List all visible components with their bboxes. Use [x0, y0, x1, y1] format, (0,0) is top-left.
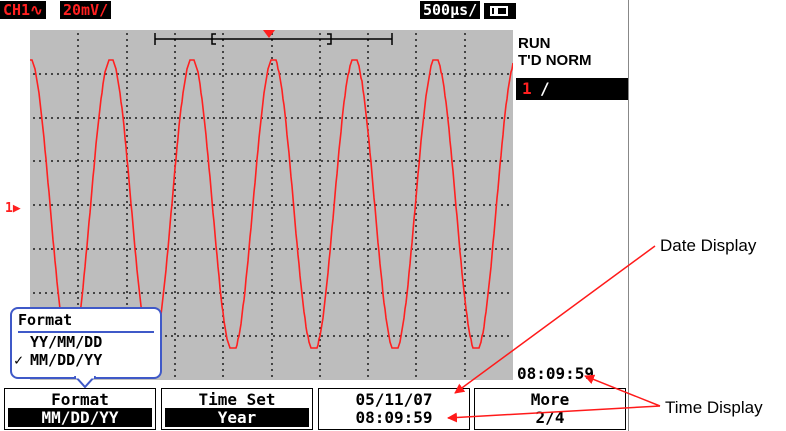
trigger-mode: T'D NORM	[518, 52, 592, 69]
channel-arrow-icon: ▶	[12, 201, 21, 216]
time-display-callout: Time Display	[665, 398, 763, 417]
volts-div-label: 20mV/	[60, 1, 112, 19]
softkey-value: Year	[165, 408, 309, 427]
softkey-value: MM/DD/YY	[8, 408, 152, 427]
volts-div-status: 20mV/	[60, 1, 112, 20]
date-display-callout: Date Display	[660, 236, 757, 255]
popup-pointer	[74, 376, 96, 388]
graticule	[30, 33, 514, 377]
time-div-label: 500µs/	[420, 1, 481, 19]
softkey-time-display: 08:09:59	[322, 408, 466, 427]
more-softkey[interactable]: More 2/4	[474, 388, 626, 430]
oscilloscope-screen: CH1∿ 20mV/ 500µs/ RUN T'D NORM 1 / 1▶ Fo…	[0, 0, 630, 431]
trigger-channel: 1	[522, 79, 532, 98]
softkey-label: Time Set	[198, 390, 276, 409]
popup-divider	[18, 331, 154, 333]
softkey-label: Format	[51, 390, 109, 409]
trigger-position-icon	[263, 30, 275, 38]
run-state: RUN	[518, 35, 551, 52]
channel-1-marker: 1▶	[5, 201, 21, 216]
time-div-status: 500µs/	[420, 1, 481, 20]
trigger-source-box: 1 /	[516, 78, 628, 100]
trigger-slope-icon: /	[540, 79, 550, 98]
channel-status: CH1∿	[0, 1, 46, 20]
check-icon: ✓	[14, 351, 24, 369]
time-display: 08:09:59	[517, 364, 595, 383]
screen-border	[628, 0, 629, 431]
format-softkey[interactable]: Format MM/DD/YY	[4, 388, 156, 430]
battery-icon	[484, 3, 516, 19]
horizontal-position-bar	[154, 30, 393, 45]
format-option-yymmdd[interactable]: YY/MM/DD	[30, 333, 103, 351]
channel-label: CH1∿	[0, 1, 46, 19]
date-display: 05/11/07	[355, 390, 433, 409]
channel-1-trace	[30, 59, 514, 349]
time-set-softkey[interactable]: Time Set Year	[161, 388, 313, 430]
softkey-label: More	[530, 390, 570, 409]
format-option-mmddyy[interactable]: MM/DD/YY	[30, 351, 103, 369]
softkey-value: 2/4	[478, 408, 622, 427]
format-popup[interactable]: Format YY/MM/DD ✓ MM/DD/YY	[10, 307, 162, 379]
date-time-softkey[interactable]: 05/11/07 08:09:59	[318, 388, 470, 430]
popup-title: Format	[18, 311, 73, 329]
